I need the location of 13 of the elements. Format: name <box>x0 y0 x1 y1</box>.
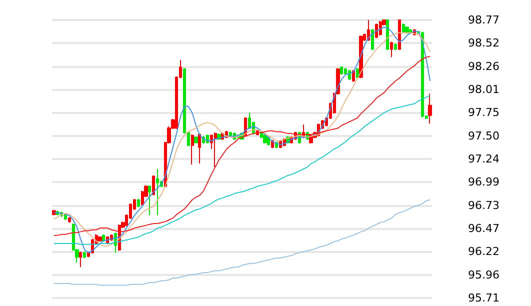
y-tick-label: 97.50 <box>468 129 500 142</box>
y-tick-label: 97.75 <box>468 106 500 120</box>
y-tick-label: 98.26 <box>468 60 500 73</box>
y-tick-label: 95.71 <box>468 292 500 304</box>
y-tick-label: 98.52 <box>468 36 500 50</box>
y-tick-label: 96.73 <box>468 198 500 212</box>
y-tick-label: 96.22 <box>468 245 500 258</box>
y-tick-label: 97.24 <box>468 152 500 166</box>
y-tick-label: 98.77 <box>468 14 500 26</box>
y-tick-label: 96.47 <box>468 222 500 235</box>
y-tick-label: 95.96 <box>468 268 500 282</box>
y-tick-label: 98.01 <box>468 83 500 96</box>
y-tick-label: 96.99 <box>468 176 500 189</box>
